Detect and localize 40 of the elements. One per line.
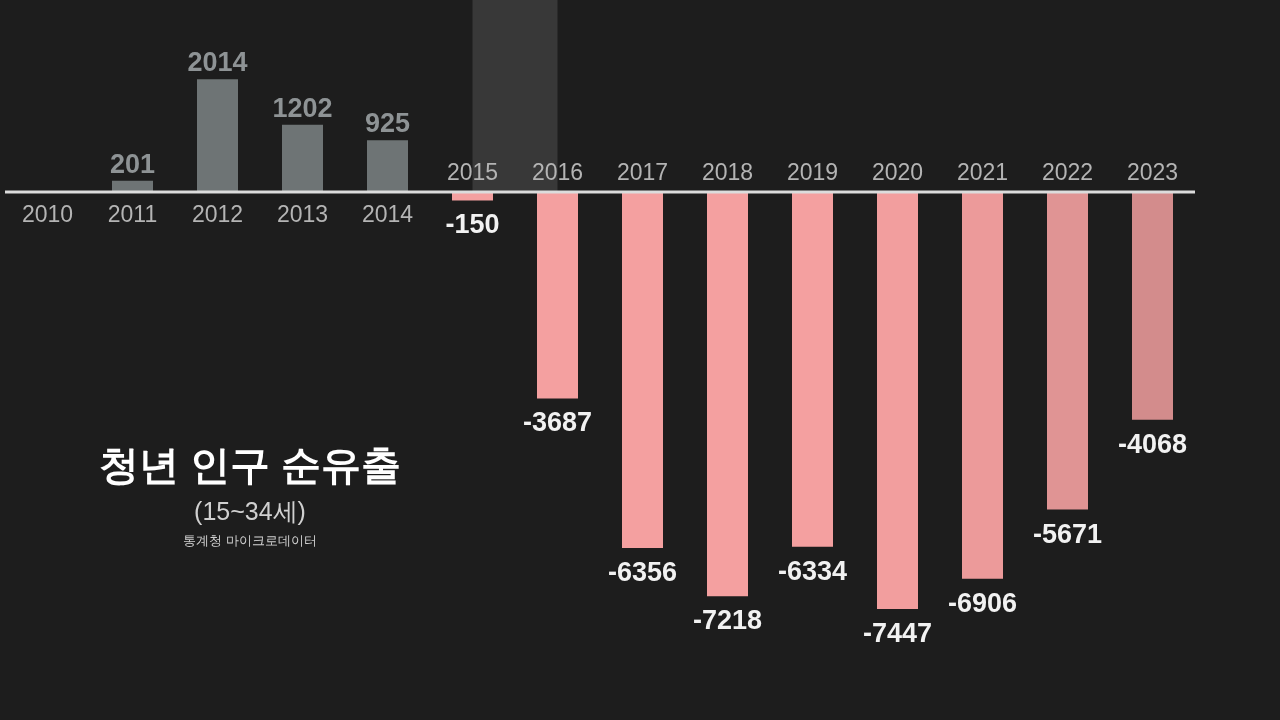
bar — [282, 124, 323, 192]
x-tick-label: 2022 — [1041, 159, 1094, 185]
data-label: -4068 — [1117, 428, 1188, 459]
bar — [962, 192, 1003, 579]
x-tick-label: 2019 — [786, 159, 839, 185]
data-label: -150 — [445, 209, 500, 240]
bar — [792, 192, 833, 547]
data-label: -6356 — [607, 556, 678, 587]
x-tick-label: 2017 — [616, 159, 669, 185]
bar — [707, 192, 748, 597]
bar — [622, 192, 663, 548]
x-tick-label: 2015 — [446, 159, 499, 185]
x-tick-label: 2013 — [276, 201, 329, 227]
annotation: 통계청 마이크로데이터 — [182, 532, 318, 550]
data-label: -5671 — [1032, 518, 1103, 549]
data-label: 1202 — [272, 92, 333, 123]
bar — [1132, 192, 1173, 420]
bar — [197, 79, 238, 192]
text: (15~34세) — [193, 496, 307, 527]
bar — [877, 192, 918, 610]
text: 청년 인구 순유출 — [97, 442, 403, 489]
x-tick-label: 2016 — [531, 159, 584, 185]
data-label: -7218 — [692, 605, 763, 636]
x-tick-label: 2021 — [956, 159, 1009, 185]
data-label: -6906 — [947, 587, 1018, 618]
data-label: 2014 — [187, 47, 248, 78]
x-tick-label: 2014 — [361, 201, 414, 227]
x-tick-label: 2018 — [701, 159, 754, 185]
x-tick-label: 2020 — [871, 159, 924, 185]
x-tick-label: 2011 — [107, 201, 158, 227]
bar — [367, 140, 408, 192]
x-tick-label: 2010 — [21, 201, 74, 227]
data-label: -3687 — [522, 407, 593, 438]
x-tick-label: 2023 — [1126, 159, 1179, 185]
data-label: -6334 — [777, 555, 848, 586]
data-label: 925 — [364, 108, 411, 139]
data-label: -7447 — [862, 618, 933, 649]
x-tick-label: 2012 — [191, 201, 244, 227]
bar — [1047, 192, 1088, 510]
data-label: 201 — [109, 148, 156, 179]
